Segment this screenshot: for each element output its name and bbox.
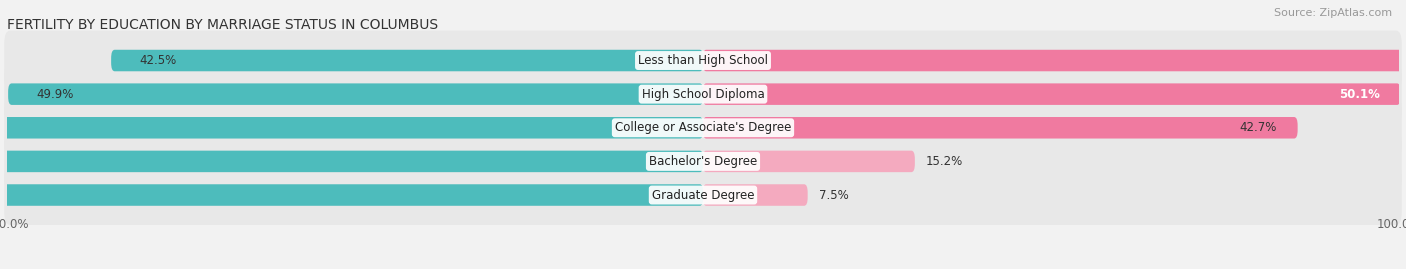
Text: College or Associate's Degree: College or Associate's Degree xyxy=(614,121,792,134)
Text: Bachelor's Degree: Bachelor's Degree xyxy=(650,155,756,168)
Text: FERTILITY BY EDUCATION BY MARRIAGE STATUS IN COLUMBUS: FERTILITY BY EDUCATION BY MARRIAGE STATU… xyxy=(7,18,439,32)
FancyBboxPatch shape xyxy=(0,117,703,139)
FancyBboxPatch shape xyxy=(0,184,703,206)
Text: 50.1%: 50.1% xyxy=(1339,88,1379,101)
FancyBboxPatch shape xyxy=(111,50,703,71)
FancyBboxPatch shape xyxy=(703,50,1406,71)
FancyBboxPatch shape xyxy=(4,31,1402,90)
Text: 7.5%: 7.5% xyxy=(818,189,848,201)
FancyBboxPatch shape xyxy=(8,83,703,105)
FancyBboxPatch shape xyxy=(4,64,1402,124)
FancyBboxPatch shape xyxy=(703,184,807,206)
Text: Graduate Degree: Graduate Degree xyxy=(652,189,754,201)
FancyBboxPatch shape xyxy=(703,117,1298,139)
Text: Less than High School: Less than High School xyxy=(638,54,768,67)
FancyBboxPatch shape xyxy=(4,98,1402,158)
FancyBboxPatch shape xyxy=(4,132,1402,191)
FancyBboxPatch shape xyxy=(703,151,915,172)
Text: 15.2%: 15.2% xyxy=(925,155,963,168)
FancyBboxPatch shape xyxy=(4,165,1402,225)
Text: Source: ZipAtlas.com: Source: ZipAtlas.com xyxy=(1274,8,1392,18)
Text: 42.5%: 42.5% xyxy=(139,54,177,67)
Text: High School Diploma: High School Diploma xyxy=(641,88,765,101)
FancyBboxPatch shape xyxy=(703,83,1400,105)
FancyBboxPatch shape xyxy=(0,151,703,172)
Text: 42.7%: 42.7% xyxy=(1239,121,1277,134)
Text: 49.9%: 49.9% xyxy=(37,88,73,101)
